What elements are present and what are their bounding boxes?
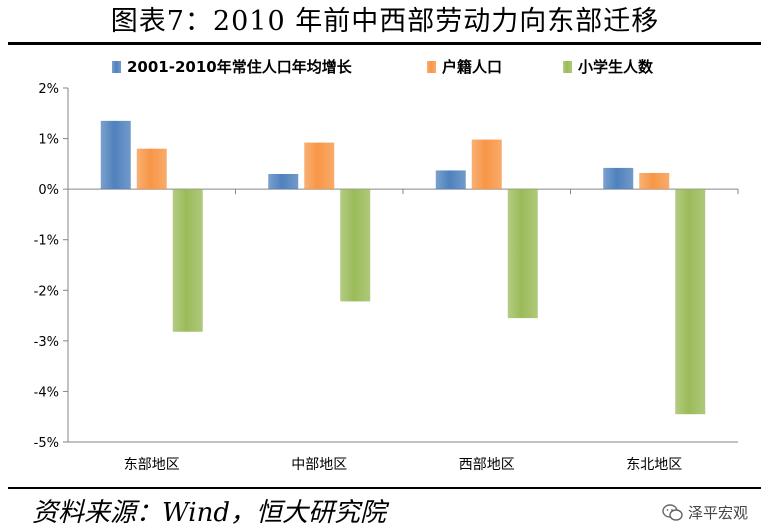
bar [136, 148, 167, 190]
bar [639, 172, 670, 190]
bar-chart: 2001-2010年常住人口年均增长 户籍人口 小学生人数 2% 1% 0% -1% -2%… [34, 58, 739, 473]
bar [471, 139, 502, 190]
category-label: 中部地区 [291, 457, 347, 473]
legend-label: 小学生人数 [578, 58, 654, 76]
legend-swatch [427, 61, 436, 73]
bar [675, 189, 706, 415]
source-note: 资料来源：Wind，恒大研究院 [32, 498, 386, 528]
legend-swatch [112, 61, 121, 73]
y-tick-label: 2% [38, 82, 59, 97]
bar [603, 167, 634, 190]
bar [172, 189, 203, 332]
watermark: 泽平宏观 [662, 502, 748, 523]
bars [100, 120, 706, 415]
chart-title: 图表7：2010 年前中西部劳动力向东部迁移 [110, 6, 660, 37]
legend-label: 户籍人口 [442, 58, 502, 76]
y-tick-label: -4% [34, 385, 59, 400]
y-tick-label: 0% [38, 183, 59, 198]
bar [304, 142, 335, 190]
bar [507, 189, 538, 319]
y-tick-label: -2% [34, 284, 59, 299]
wechat-icon [662, 503, 683, 521]
legend-label: 2001-2010年常住人口年均增长 [127, 58, 353, 76]
bar [340, 189, 371, 302]
legend: 2001-2010年常住人口年均增长 户籍人口 小学生人数 [112, 58, 654, 76]
y-tick-label: -1% [34, 234, 59, 249]
bar [268, 173, 299, 190]
bar [435, 170, 466, 190]
y-tick-label: 1% [38, 133, 59, 148]
y-tick-label: -3% [34, 335, 59, 350]
legend-swatch [563, 61, 572, 73]
y-tick-label: -5% [34, 436, 59, 451]
bar [100, 120, 131, 190]
source-rule [8, 487, 761, 489]
category-label: 东部地区 [124, 457, 180, 473]
category-label: 西部地区 [459, 457, 515, 473]
watermark-text: 泽平宏观 [687, 504, 748, 522]
category-label: 东北地区 [626, 457, 682, 473]
axes: 2% 1% 0% -1% -2% -3% -4% -5% 东部地区 中部地区 西部地区 东北地区 [34, 82, 739, 473]
title-rule [8, 42, 761, 45]
